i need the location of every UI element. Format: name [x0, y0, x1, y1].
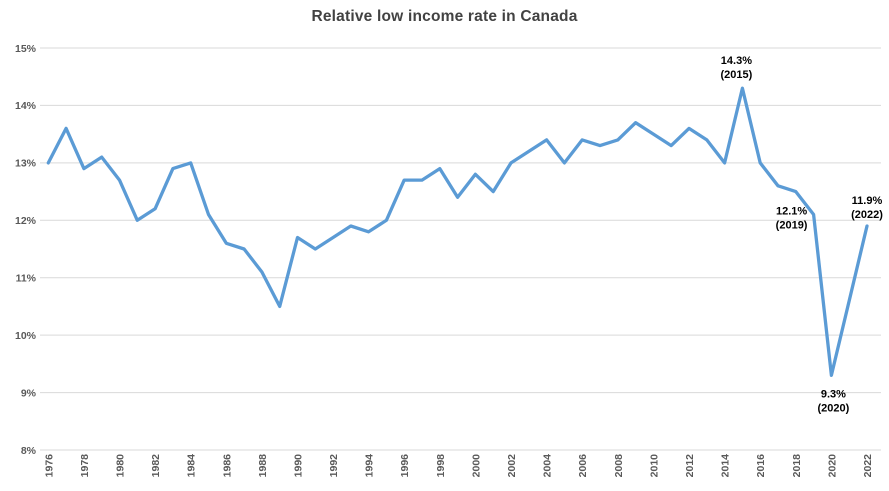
x-axis-tick-label: 1978	[79, 454, 91, 478]
x-axis-tick-label: 1998	[435, 454, 447, 478]
x-axis-tick-label: 1994	[364, 454, 376, 478]
y-axis-tick-label: 8%	[21, 445, 37, 457]
y-axis-tick-label: 10%	[15, 330, 37, 342]
x-axis-tick-label: 2000	[470, 454, 482, 478]
x-axis-tick-label: 1984	[186, 454, 198, 478]
x-axis-tick-label: 2014	[720, 454, 732, 478]
x-axis-tick-label: 2004	[542, 454, 554, 478]
x-axis-tick-label: 1986	[221, 454, 233, 478]
annotation-value-label: 12.1%	[776, 206, 807, 218]
y-axis-tick-label: 14%	[15, 100, 37, 112]
x-axis-tick-label: 1982	[150, 454, 162, 478]
y-axis-tick-label: 11%	[16, 273, 37, 285]
annotation-year-label: (2015)	[720, 69, 752, 81]
x-axis-tick-label: 2018	[791, 454, 803, 478]
x-axis-tick-label: 2008	[613, 454, 625, 478]
x-axis-tick-label: 1988	[257, 454, 269, 478]
y-axis-tick-label: 9%	[21, 387, 37, 399]
x-axis-tick-label: 2016	[755, 454, 767, 478]
x-axis-tick-label: 2002	[506, 454, 518, 478]
annotation-year-label: (2022)	[851, 209, 883, 221]
annotation-year-label: (2019)	[776, 220, 808, 232]
x-axis-tick-label: 2006	[577, 454, 589, 478]
x-axis-tick-label: 1976	[43, 454, 55, 478]
y-axis-tick-label: 15%	[15, 43, 37, 55]
y-axis-tick-label: 12%	[15, 215, 37, 227]
x-axis-tick-label: 1990	[293, 454, 305, 478]
x-axis-tick-label: 1980	[115, 454, 127, 478]
x-axis-tick-label: 1996	[399, 454, 411, 478]
annotation-value-label: 9.3%	[821, 388, 846, 400]
annotation-value-label: 11.9%	[852, 195, 883, 207]
data-line-series	[46, 86, 869, 377]
annotation-value-label: 14.3%	[721, 55, 752, 67]
x-axis-tick-label: 2020	[826, 454, 838, 478]
x-axis-tick-label: 2010	[648, 454, 660, 478]
x-axis-tick-label: 1992	[328, 454, 340, 478]
annotation-year-label: (2020)	[817, 402, 849, 414]
x-axis-tick-label: 2012	[684, 454, 696, 478]
y-axis-tick-label: 13%	[15, 158, 37, 170]
x-axis-tick-label: 2022	[862, 454, 874, 478]
chart-title: Relative low income rate in Canada	[311, 8, 578, 25]
